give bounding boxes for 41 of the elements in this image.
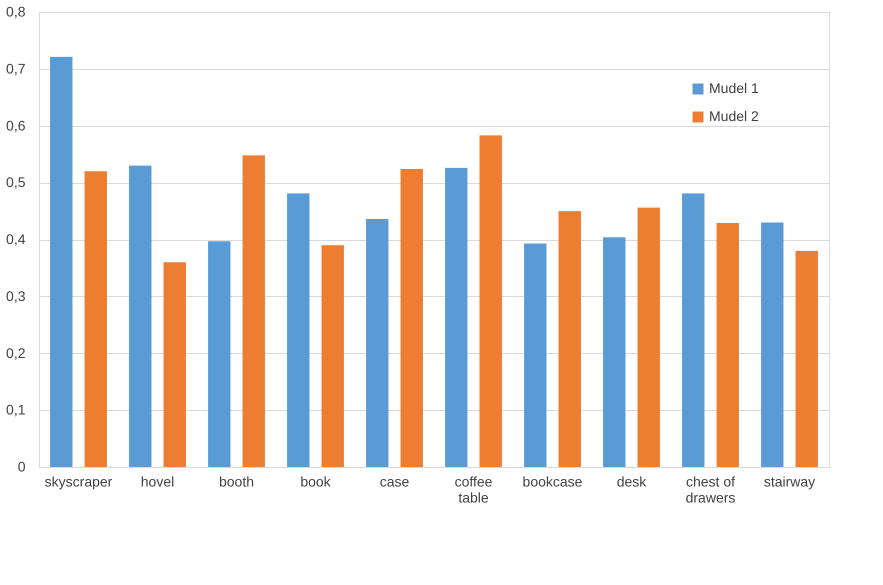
x-tick-label: hovel [140, 474, 174, 490]
bar [761, 222, 784, 467]
x-tick-label: chest of drawers [686, 474, 736, 506]
bar [445, 168, 468, 467]
y-tick-label: 0,1 [6, 402, 26, 418]
bar [242, 155, 265, 467]
x-tick-label: coffee table [454, 474, 493, 506]
y-tick-label: 0,6 [6, 117, 26, 134]
bar [129, 166, 152, 467]
bar [480, 135, 502, 467]
x-tick-label: desk [616, 474, 648, 490]
y-tick-label: 0 [18, 458, 26, 474]
bar [366, 219, 388, 467]
bar [682, 193, 704, 467]
x-tick-label: case [380, 474, 410, 490]
bar [84, 171, 107, 467]
y-tick-label: 0,3 [6, 288, 26, 304]
x-tick-label: stairway [764, 474, 816, 490]
y-tick-label: 0,7 [6, 60, 26, 76]
x-tick-label: skyscraper [44, 474, 113, 490]
x-tick-label: book [300, 474, 332, 490]
bar [603, 237, 626, 467]
bar [322, 245, 344, 467]
bar [164, 262, 186, 467]
x-tick-label: bookcase [522, 474, 583, 490]
bar [208, 241, 230, 467]
legend-label: Mudel 2 [709, 108, 760, 124]
y-tick-label: 0,5 [6, 174, 26, 190]
y-tick-label: 0,4 [6, 231, 26, 247]
y-tick-label: 0,8 [6, 4, 26, 20]
bar [50, 56, 72, 467]
y-tick-label: 0,2 [6, 344, 26, 361]
legend-label: Mudel 1 [709, 80, 760, 96]
bar [524, 243, 546, 467]
bar [287, 193, 310, 467]
bar [558, 211, 581, 467]
x-tick-label: booth [218, 474, 254, 490]
bar [716, 223, 739, 467]
bar [796, 250, 818, 467]
bar [638, 208, 660, 467]
bar [400, 168, 423, 467]
